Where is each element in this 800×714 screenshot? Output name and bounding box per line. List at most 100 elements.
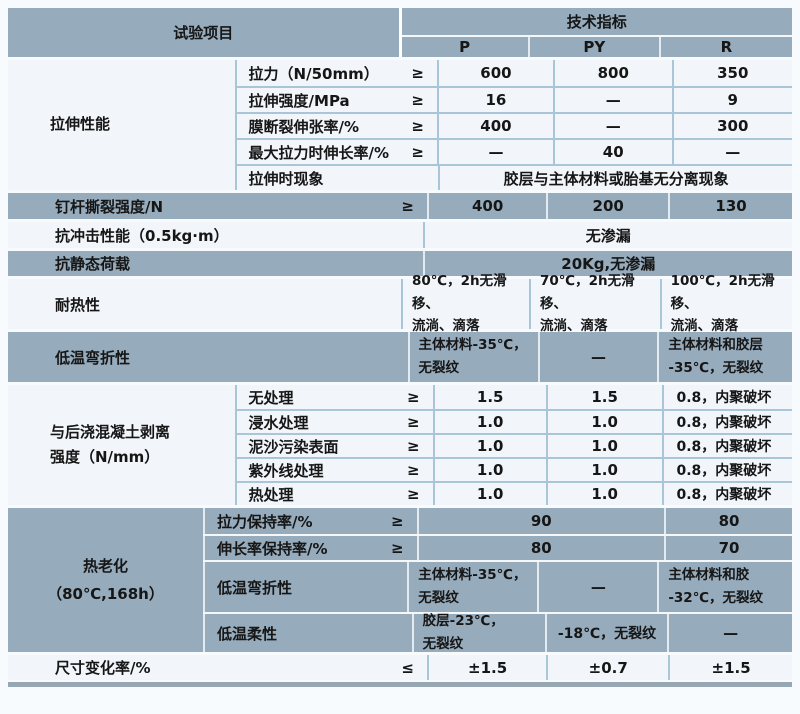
dimension-change-row: 尺寸变化率/% ≤ ±1.5 ±0.7 ±1.5 bbox=[8, 655, 792, 680]
value-r: 130 bbox=[668, 193, 792, 219]
ge-symbol: ≥ bbox=[407, 461, 420, 479]
value-span: 20Kg,无渗漏 bbox=[422, 251, 793, 276]
row-label: 低温弯折性 bbox=[217, 578, 293, 597]
spec-table: 试验项目 技术指标 P PY R 拉伸性能 拉力（N/50mm） ≥ 600 80… bbox=[8, 8, 792, 687]
column-header-r: R bbox=[658, 37, 792, 57]
row-label: 低温柔性 bbox=[217, 624, 278, 643]
value-p: — bbox=[436, 140, 553, 164]
value-py: 1.0 bbox=[545, 435, 662, 457]
value-r: 主体材料和胶层 -35℃，无裂纹 bbox=[657, 332, 792, 382]
le-symbol: ≤ bbox=[401, 658, 414, 677]
value-py: 1.5 bbox=[545, 385, 662, 409]
value-py: -18℃，无裂纹 bbox=[544, 614, 668, 652]
heat-resistance-row: 耐热性 80℃，2h无滑移、 流淌、滴落 70℃，2h无滑移、 流淌、滴落 10… bbox=[8, 273, 792, 334]
value-p: ±1.5 bbox=[427, 655, 546, 680]
row-label: 尺寸变化率/% bbox=[55, 659, 151, 677]
value-p: 400 bbox=[427, 193, 546, 219]
table-row: 拉伸强度/MPa ≥ 16 — 9 bbox=[234, 86, 792, 112]
value-py: 1.0 bbox=[545, 483, 662, 505]
ge-symbol: ≥ bbox=[401, 197, 414, 215]
value-py: 800 bbox=[552, 60, 672, 86]
row-label: 热处理 bbox=[248, 485, 294, 504]
row-label: 泥沙污染表面 bbox=[248, 437, 339, 456]
nail-tear-row: 钉杆撕裂强度/N ≥ 400 200 130 bbox=[8, 193, 792, 219]
aging-group-label: 热老化 （80℃,168h） bbox=[47, 556, 164, 604]
heat-aging-section: 热老化 （80℃,168h） 拉力保持率/% ≥ 90 80 伸长率保持率/% ≥ … bbox=[8, 508, 792, 652]
value-py: 1.0 bbox=[545, 459, 662, 481]
row-label: 低温弯折性 bbox=[55, 348, 131, 367]
row-label-cell: 无处理 ≥ bbox=[234, 385, 433, 409]
value-r: 9 bbox=[671, 88, 792, 112]
table-row: 低温柔性 胶层-23℃， 无裂纹 -18℃，无裂纹 — bbox=[203, 612, 792, 652]
table-row: 泥沙污染表面 ≥ 1.0 1.0 0.8，内聚破坏 bbox=[234, 433, 792, 457]
tensile-group-label: 拉伸性能 bbox=[50, 115, 111, 134]
value-py: 200 bbox=[546, 193, 668, 219]
table-row: 拉力保持率/% ≥ 90 80 bbox=[203, 508, 792, 534]
peel-strength-section: 与后浇混凝土剥离 强度（N/mm） 无处理 ≥ 1.5 1.5 0.8，内聚破坏 … bbox=[8, 385, 792, 505]
value-p-py: 90 bbox=[416, 508, 664, 534]
value-p: 主体材料-35℃， 无裂纹 bbox=[407, 332, 538, 382]
row-label: 钉杆撕裂强度/N bbox=[55, 197, 164, 216]
value-r: 70 bbox=[664, 536, 792, 560]
value-r: 0.8，内聚破坏 bbox=[661, 411, 792, 433]
row-label: 浸水处理 bbox=[248, 413, 309, 432]
ge-symbol: ≥ bbox=[407, 388, 420, 406]
row-label-cell: 最大拉力时伸长率/% ≥ bbox=[234, 140, 437, 164]
value-p: 80℃，2h无滑移、 流淌、滴落 bbox=[401, 273, 529, 334]
ge-symbol: ≥ bbox=[407, 413, 420, 431]
value-r: 主体材料和胶 -32℃，无裂纹 bbox=[657, 562, 792, 612]
row-label-cell: 热处理 ≥ bbox=[234, 483, 433, 505]
value-p: 1.0 bbox=[432, 483, 546, 505]
row-label: 膜断裂伸张率/% bbox=[248, 117, 360, 136]
value-r: 350 bbox=[671, 60, 792, 86]
column-header-p: P bbox=[459, 38, 471, 56]
table-row: 浸水处理 ≥ 1.0 1.0 0.8，内聚破坏 bbox=[234, 409, 792, 433]
value-p: 主体材料-35℃， 无裂纹 bbox=[407, 562, 537, 612]
ge-symbol: ≥ bbox=[391, 539, 404, 557]
value-span: 胶层与主体材料或胎基无分离现象 bbox=[438, 166, 792, 190]
value-py: 70℃，2h无滑移、 流淌、滴落 bbox=[528, 273, 660, 334]
row-label: 抗静态荷载 bbox=[55, 255, 131, 273]
value-py: — bbox=[537, 562, 657, 612]
row-label-cell: 低温柔性 bbox=[203, 614, 412, 652]
row-label-cell: 尺寸变化率/% ≤ bbox=[8, 655, 427, 680]
ge-symbol: ≥ bbox=[411, 117, 424, 135]
value-py: — bbox=[537, 332, 658, 382]
value-r: — bbox=[671, 140, 792, 164]
header-tech-indicators-group: 技术指标 P PY R bbox=[398, 8, 792, 57]
value-p: 400 bbox=[436, 114, 553, 138]
impact-row: 抗冲击性能（0.5kg·m） 无渗漏 bbox=[8, 222, 792, 248]
row-label-cell: 低温弯折性 bbox=[203, 562, 407, 612]
ge-symbol: ≥ bbox=[407, 485, 420, 503]
table-header: 试验项目 技术指标 P PY R bbox=[8, 8, 792, 57]
value-r: 0.8，内聚破坏 bbox=[661, 385, 792, 409]
column-header-py: PY bbox=[527, 37, 659, 57]
row-label: 抗冲击性能（0.5kg·m） bbox=[55, 226, 229, 245]
value-r: 300 bbox=[671, 114, 792, 138]
ge-symbol: ≥ bbox=[391, 512, 404, 530]
row-label: 耐热性 bbox=[55, 295, 101, 314]
value-p: 1.5 bbox=[432, 385, 546, 409]
row-label-cell: 拉伸强度/MPa ≥ bbox=[234, 88, 437, 112]
header-tech-indicators: 技术指标 bbox=[566, 13, 627, 31]
table-bottom-border bbox=[8, 682, 792, 687]
row-label-cell: 拉力保持率/% ≥ bbox=[203, 508, 417, 534]
value-py: ±0.7 bbox=[546, 655, 668, 680]
row-label-cell: 拉力（N/50mm） ≥ bbox=[234, 60, 437, 86]
peel-group-label: 与后浇混凝土剥离 强度（N/mm） bbox=[50, 422, 171, 467]
ge-symbol: ≥ bbox=[411, 91, 424, 109]
value-r: 100℃，2h无滑移、 流淌、滴落 bbox=[659, 273, 792, 334]
row-label: 拉力保持率/% bbox=[217, 512, 313, 531]
header-test-items: 试验项目 bbox=[173, 24, 234, 42]
value-r: — bbox=[667, 614, 792, 652]
value-p: 600 bbox=[436, 60, 553, 86]
row-label-cell: 拉伸时现象 bbox=[234, 166, 439, 190]
table-row: 紫外线处理 ≥ 1.0 1.0 0.8，内聚破坏 bbox=[234, 457, 792, 481]
table-row: 无处理 ≥ 1.5 1.5 0.8，内聚破坏 bbox=[234, 385, 792, 409]
table-row: 伸长率保持率/% ≥ 80 70 bbox=[203, 534, 792, 560]
table-row: 膜断裂伸张率/% ≥ 400 — 300 bbox=[234, 112, 792, 138]
value-py: — bbox=[552, 88, 672, 112]
row-label: 拉伸时现象 bbox=[248, 169, 324, 188]
value-r: 0.8，内聚破坏 bbox=[661, 483, 792, 505]
value-py: 40 bbox=[552, 140, 672, 164]
